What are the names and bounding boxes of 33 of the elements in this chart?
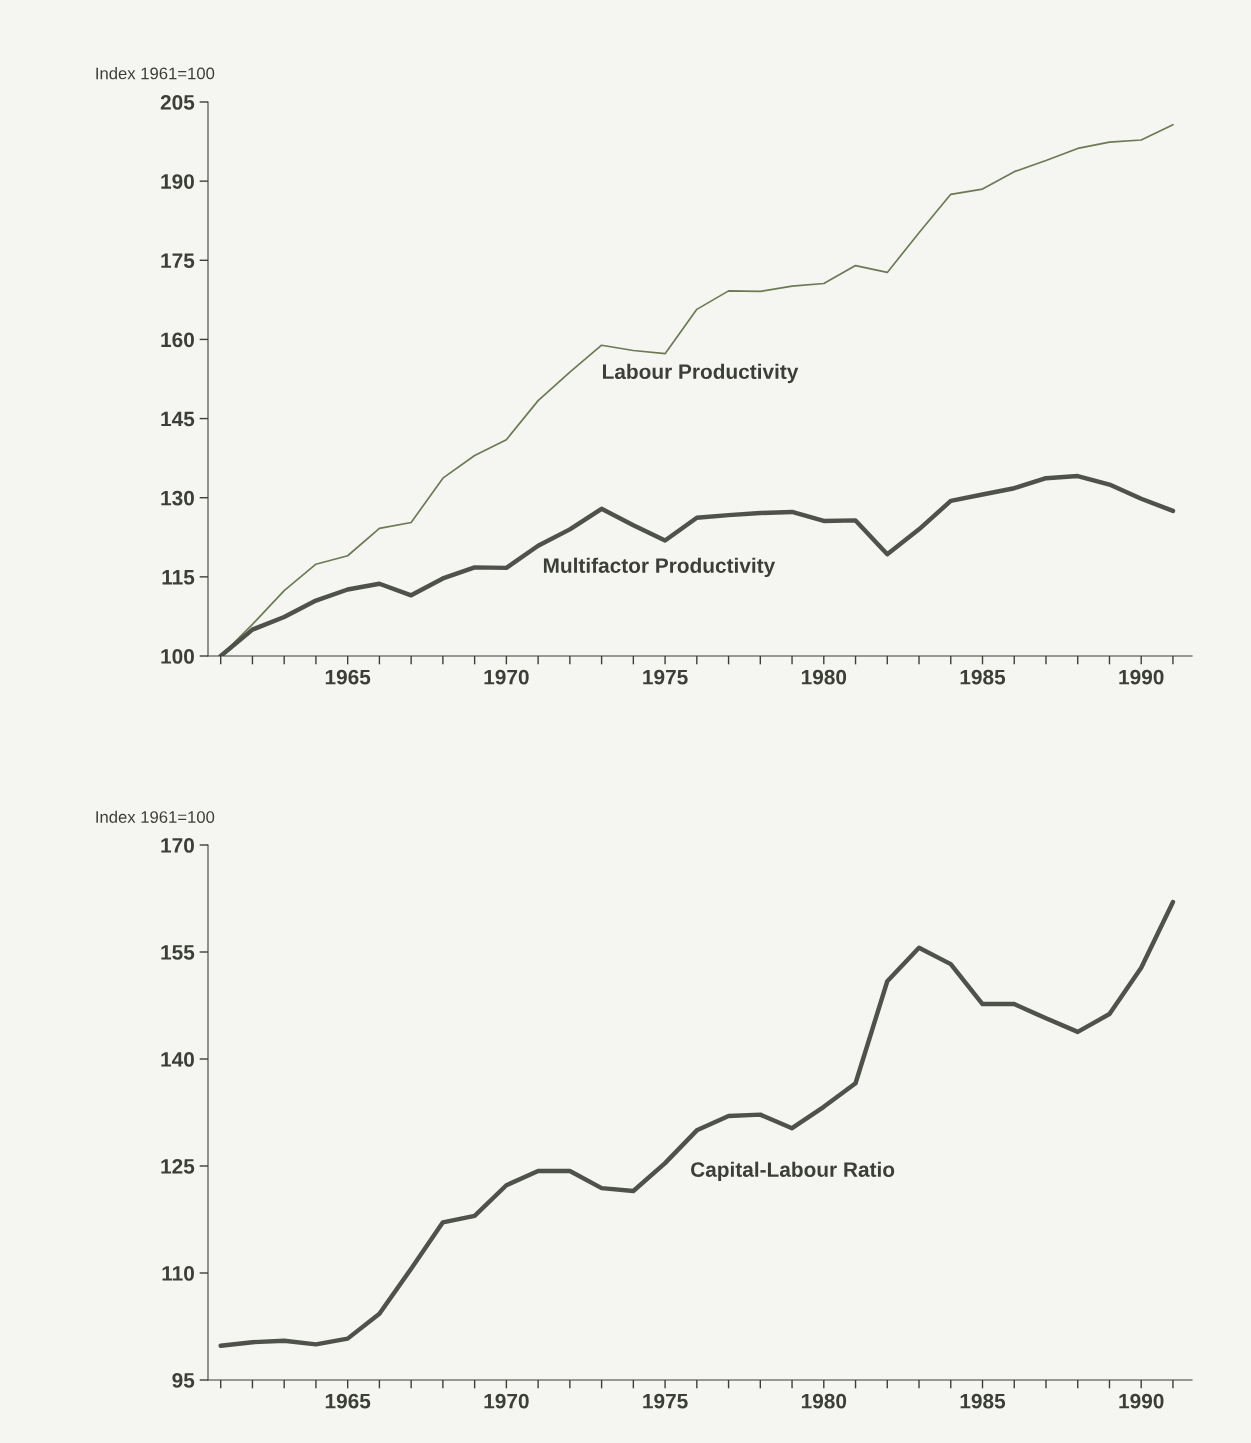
y-tick-label: 115 bbox=[162, 570, 195, 585]
x-tick-label: 1965 bbox=[325, 1393, 371, 1409]
y-tick-label: 205 bbox=[160, 95, 195, 110]
x-tick-label: 1975 bbox=[643, 1393, 688, 1409]
y-tick-label: 145 bbox=[161, 411, 195, 427]
y-axis-title: Index 1961=100 bbox=[96, 67, 215, 80]
y-tick-label: 175 bbox=[161, 253, 195, 269]
y-tick-label: 155 bbox=[161, 945, 195, 960]
y-tick-label: 170 bbox=[161, 838, 194, 853]
y-tick-label: 110 bbox=[162, 1266, 194, 1281]
x-tick-label: 1975 bbox=[643, 669, 688, 685]
series-label: Multifactor Productivity bbox=[543, 557, 776, 578]
x-tick-label: 1980 bbox=[801, 1393, 847, 1409]
line-series bbox=[218, 473, 1176, 656]
series-label: Capital-Labour Ratio bbox=[691, 1161, 895, 1182]
y-tick-label: 130 bbox=[161, 490, 194, 506]
x-tick-label: 1980 bbox=[801, 669, 847, 685]
y-tick-label: 160 bbox=[161, 332, 194, 348]
y-axis-title: Index 1961=100 bbox=[96, 810, 215, 823]
x-tick-label: 1970 bbox=[484, 669, 529, 685]
x-tick-label: 1970 bbox=[484, 1393, 529, 1409]
x-tick-label: 1965 bbox=[325, 669, 371, 685]
y-tick-label: 100 bbox=[161, 649, 194, 664]
y-tick-label: 190 bbox=[161, 174, 194, 189]
y-tick-label: 140 bbox=[161, 1052, 194, 1067]
series-label: Labour Productivity bbox=[602, 363, 799, 384]
line-series bbox=[218, 899, 1176, 1348]
x-tick-label: 1990 bbox=[1119, 669, 1164, 685]
y-tick-label: 125 bbox=[161, 1159, 195, 1174]
y-tick-label: 95 bbox=[172, 1373, 195, 1388]
x-tick-label: 1985 bbox=[960, 669, 1006, 685]
x-tick-label: 1985 bbox=[960, 1393, 1006, 1409]
x-tick-label: 1990 bbox=[1119, 1393, 1164, 1409]
